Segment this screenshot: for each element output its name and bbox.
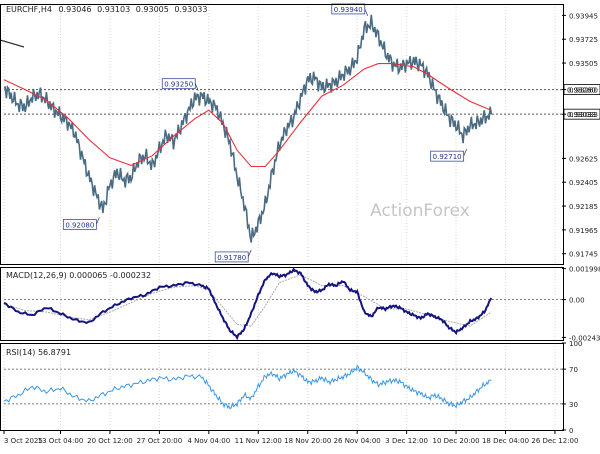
macd-y-tick-label: 0.00 [569, 297, 585, 305]
rsi-y-tick-label: 30 [569, 401, 578, 409]
price-y-tick-label: 0.93945 [569, 12, 598, 20]
rsi-y-tick-label: 70 [569, 366, 578, 374]
x-tick-label: 4 Nov 04:00 [187, 437, 230, 445]
watermark: ActionForex [370, 201, 470, 221]
price-y-tick-label: 0.92405 [569, 179, 598, 187]
rsi-title: RSI(14) 56.8791 [6, 348, 71, 357]
x-tick-label: 13 Oct 04:00 [38, 437, 84, 445]
price-y-tick-label: 0.93725 [569, 36, 598, 44]
annotation-label: 0.93250 [164, 81, 193, 89]
annotation-label: 0.92080 [65, 221, 94, 229]
price-y-tick-label: 0.92185 [569, 203, 598, 211]
annotation-label: 0.91780 [217, 254, 246, 262]
x-tick-label: 26 Dec 12:00 [531, 437, 578, 445]
price-y-tick-label: 0.91745 [569, 251, 598, 259]
price-y-tick-label: 0.93033 [569, 111, 598, 119]
x-tick-label: 11 Nov 12:00 [235, 437, 282, 445]
x-tick-label: 18 Dec 04:00 [482, 437, 529, 445]
price-y-tick-label: 0.93505 [569, 60, 598, 68]
x-tick-label: 3 Dec 12:00 [385, 437, 428, 445]
x-tick-label: 20 Oct 12:00 [87, 437, 133, 445]
annotation-label: 0.92710 [433, 153, 462, 161]
macd-y-tick-label: 0.001998 [569, 266, 600, 274]
price-y-tick-label: 0.91965 [569, 227, 598, 235]
rsi-y-tick-label: 100 [569, 340, 582, 348]
rsi-y-tick-label: 0 [569, 427, 573, 435]
annotation-label: 0.93940 [334, 6, 363, 14]
price-y-tick-label: 0.92625 [569, 155, 598, 163]
symbol-label: EURCHF,H4 0.93046 0.93103 0.93005 0.9303… [6, 5, 207, 14]
macd-title: MACD(12,26,9) 0.000065 -0.000232 [6, 271, 151, 280]
x-tick-label: 26 Nov 04:00 [334, 437, 381, 445]
price-y-tick-label: 0.93260 [569, 87, 598, 95]
x-tick-label: 18 Nov 20:00 [284, 437, 331, 445]
x-tick-label: 10 Dec 20:00 [433, 437, 480, 445]
x-tick-label: 27 Oct 20:00 [137, 437, 183, 445]
